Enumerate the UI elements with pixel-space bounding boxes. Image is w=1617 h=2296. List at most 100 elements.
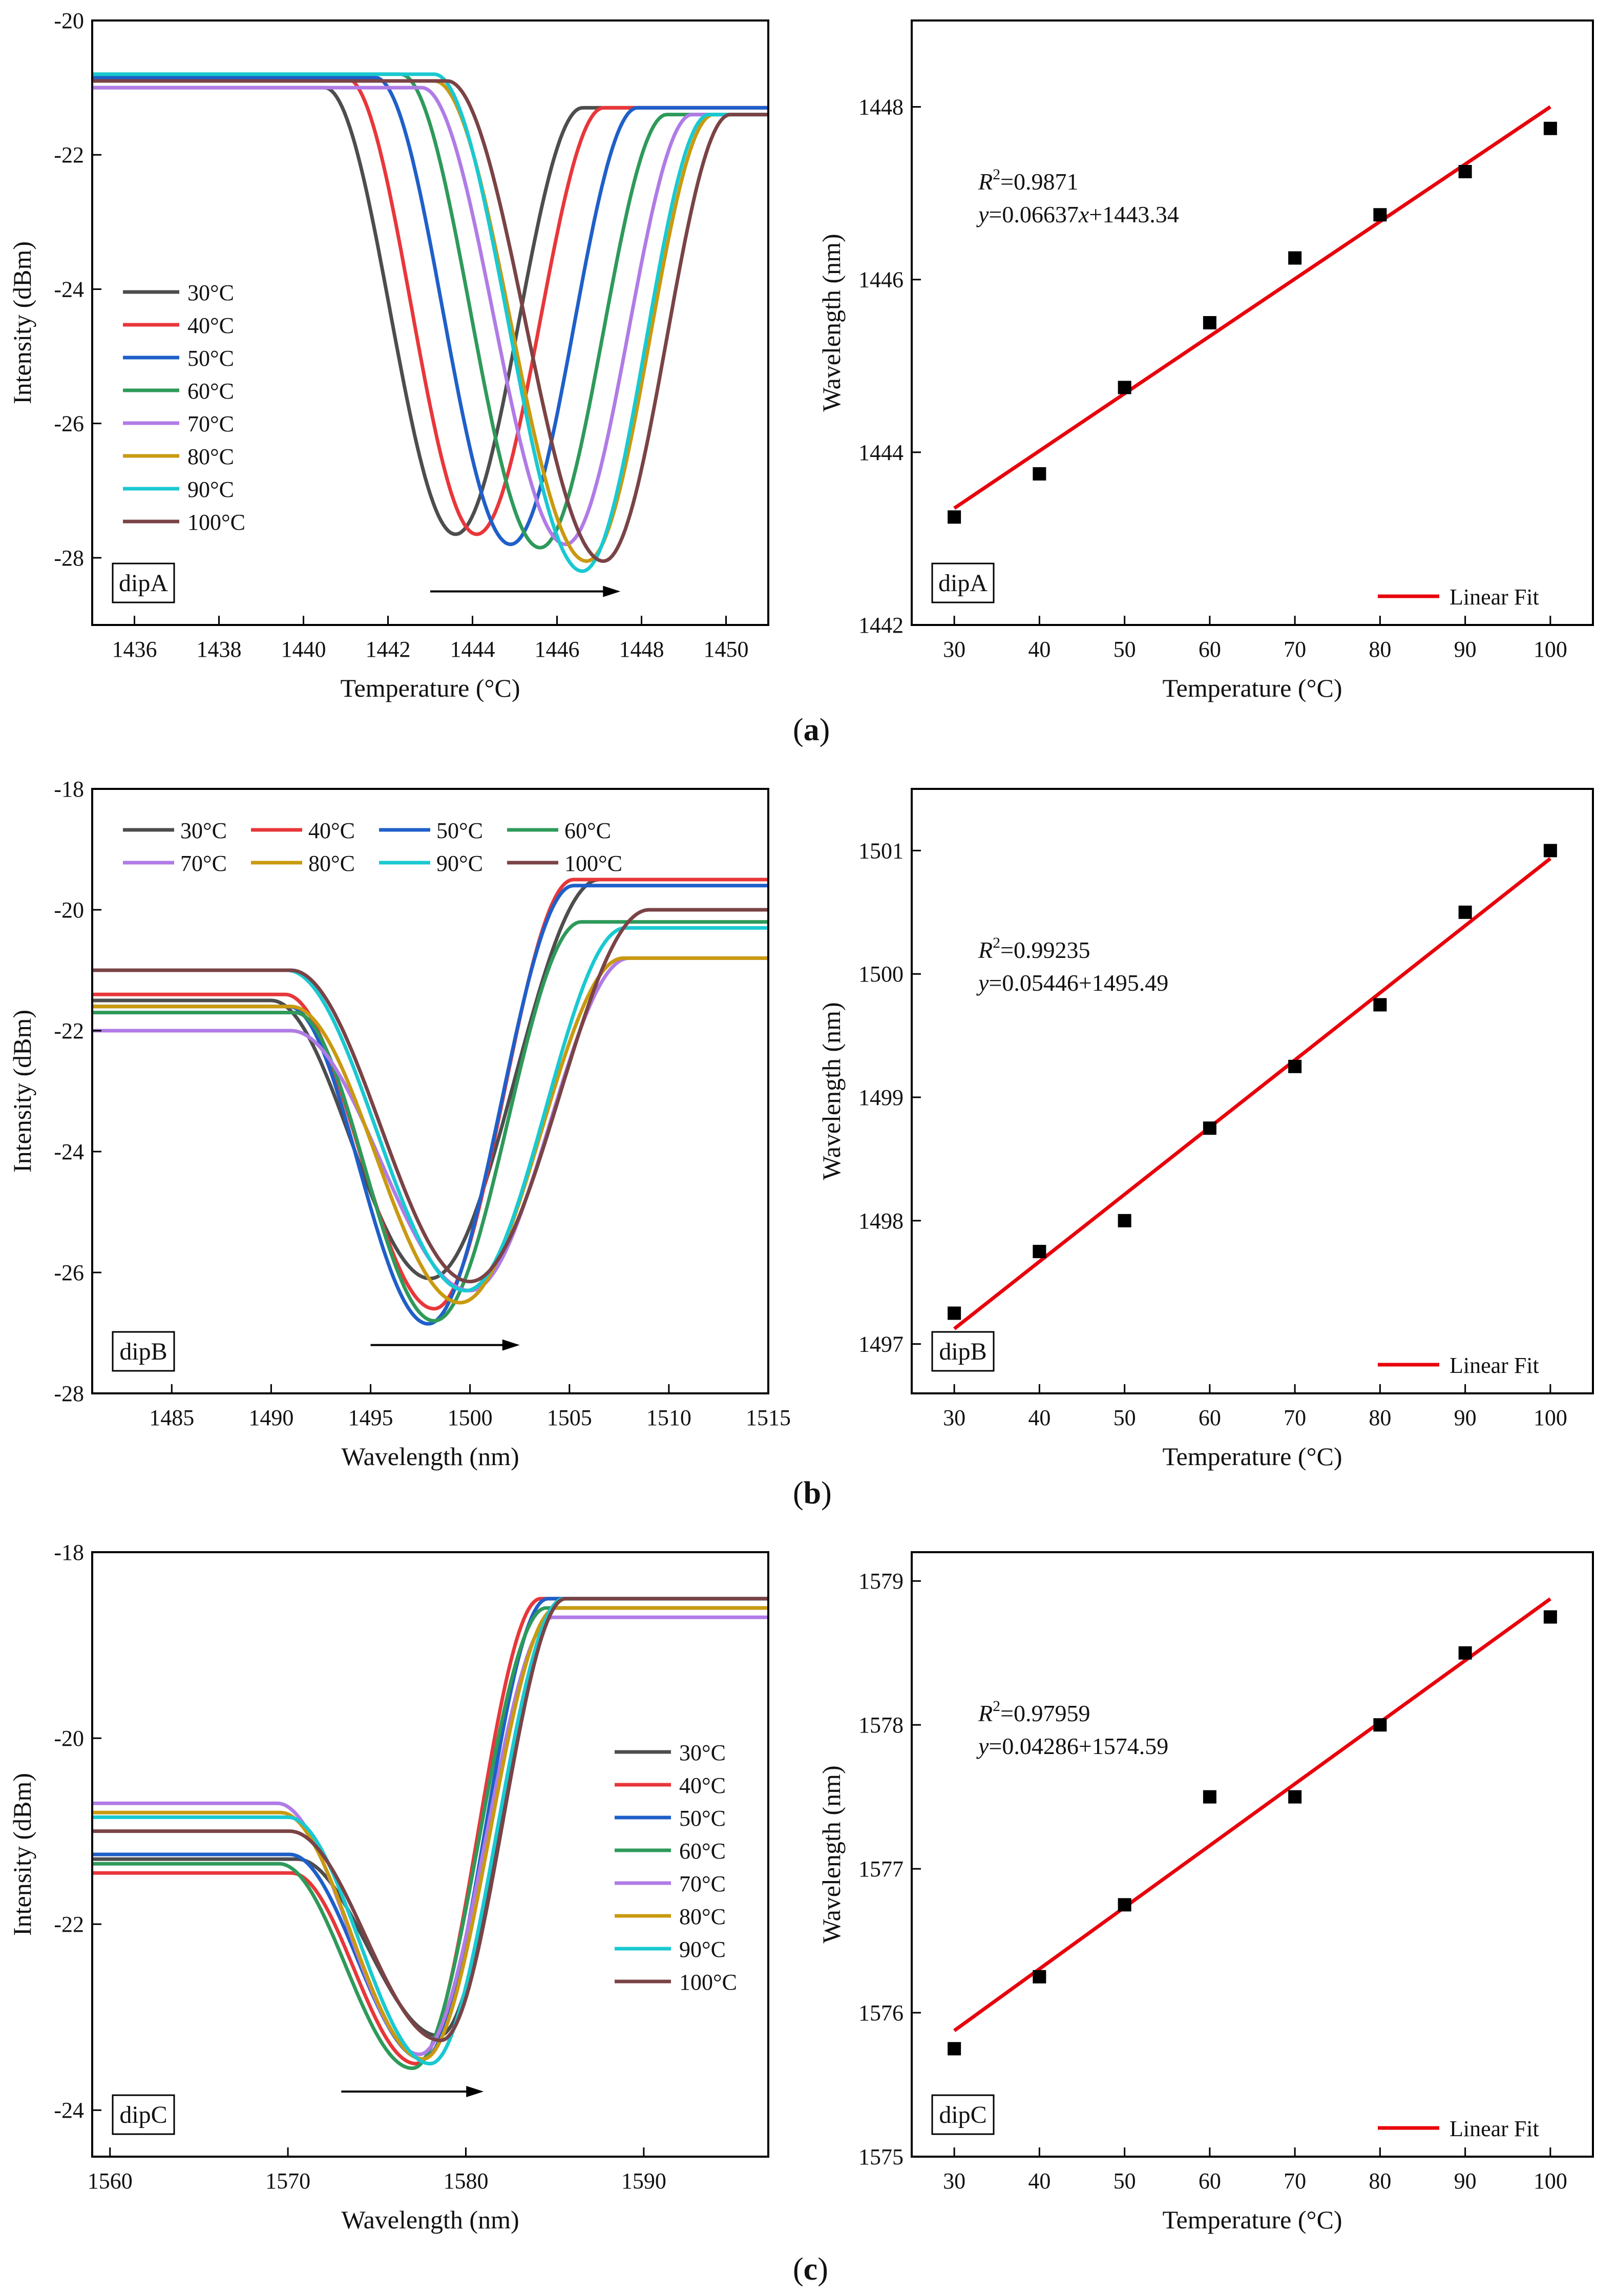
panel-label-close: ): [821, 1476, 832, 1511]
shift-arrow: [370, 1339, 520, 1351]
series-line-90: [92, 926, 768, 1292]
x-tick-label: 40: [1028, 637, 1051, 662]
y-tick-label: 1444: [858, 440, 904, 465]
panel-label-letter: b: [803, 1476, 822, 1511]
panel-label-letter: a: [803, 713, 820, 747]
x-tick-label: 1490: [248, 1405, 293, 1430]
x-tick-label: 1515: [746, 1405, 791, 1430]
legend-label-90: 90°C: [187, 477, 234, 502]
x-tick-label: 1485: [149, 1405, 194, 1430]
legend: Linear Fit: [1378, 2116, 1539, 2141]
series-line-70: [92, 86, 768, 547]
data-point: [1118, 1214, 1131, 1227]
data-point: [1118, 381, 1131, 394]
fit-line: [953, 105, 1551, 510]
legend-label-50: 50°C: [187, 346, 234, 371]
panel-label-open: (: [793, 2252, 804, 2287]
chart-c-spectrum: 1560 1570 1580 1590 -24 -22 -20 -18 Wavelength (…: [8, 1540, 769, 2234]
legend-label-fit: Linear Fit: [1450, 1353, 1539, 1378]
y-tick-label: -18: [54, 777, 84, 802]
series-line-100: [92, 1597, 768, 2042]
y-tick-label: -24: [54, 1139, 84, 1164]
y-tick-label: -22: [54, 1018, 84, 1043]
annotation-box: dipC: [112, 2094, 175, 2135]
axes: 1436 1438 1440 1442 1444 1446 1448 1450 -28 -26 -2…: [8, 8, 769, 702]
series-line-50: [92, 75, 768, 547]
annotation-label: dipB: [119, 1338, 167, 1365]
plot-frame: [911, 19, 1594, 626]
series-line-30: [92, 878, 768, 1281]
arrow-head: [466, 2085, 484, 2097]
data-points: [948, 1610, 1557, 2056]
x-tick-label: 80: [1369, 1405, 1391, 1430]
legend-label-70: 70°C: [187, 411, 234, 436]
data-point: [1203, 1121, 1216, 1135]
x-tick-label: 30: [943, 1405, 965, 1430]
x-tick-label: 40: [1028, 1405, 1051, 1430]
r2-text: R2=0.9871: [978, 166, 1079, 195]
data-point: [1543, 121, 1557, 135]
arrow-head: [603, 586, 621, 597]
series-group: [92, 1597, 768, 2070]
plot-frame: [91, 788, 769, 1394]
legend-label-90: 90°C: [679, 1937, 726, 1962]
panel-label-close: ): [819, 713, 830, 747]
data-point: [948, 510, 961, 524]
legend-label-70: 70°C: [679, 1871, 726, 1896]
x-axis-label: Wavelength (nm): [341, 1442, 519, 1471]
legend-label-30: 30°C: [180, 818, 227, 843]
r2-symbol: R: [978, 1700, 993, 1726]
x-tick-label: 30: [943, 637, 965, 662]
axes: 30 40 50 60 70 80 90 100 1497 1498 1499 1500 1501 Tem…: [817, 788, 1594, 1471]
y-tick-label: -20: [54, 1726, 84, 1751]
data-point: [1458, 1646, 1472, 1660]
data-point: [1373, 1718, 1387, 1732]
y-tick-label: 1577: [858, 1856, 904, 1882]
annotation-box: dipA: [931, 562, 995, 603]
y-tick-label: -26: [54, 1260, 84, 1285]
annotation-box: dipB: [931, 1331, 995, 1372]
y-tick-label: 1446: [858, 267, 904, 293]
y-tick-label: 1498: [858, 1208, 904, 1234]
x-tick-label: 70: [1284, 1405, 1306, 1430]
annotation-frame: [112, 1331, 175, 1372]
series-line-100: [92, 908, 768, 1284]
series-line-100: [92, 79, 768, 563]
legend-label-60: 60°C: [187, 379, 234, 404]
legend-label-70: 70°C: [180, 851, 227, 876]
legend-label-fit: Linear Fit: [1450, 2116, 1539, 2141]
x-tick-label: 1560: [88, 2168, 133, 2194]
y-tick-label: 1442: [858, 613, 904, 638]
r2-superscript: 2: [993, 166, 1000, 183]
series-line-40: [92, 878, 768, 1311]
data-point: [1033, 1970, 1046, 1984]
x-axis-label: Temperature (°C): [1162, 674, 1342, 702]
x-tick-label: 40: [1028, 2168, 1051, 2194]
legend: 30°C 40°C 50°C 60°C 70°C 80°C 90°C 100°C: [615, 1740, 737, 1995]
legend-label-60: 60°C: [564, 818, 611, 843]
data-point: [1203, 316, 1216, 329]
y-tick-label: -20: [54, 897, 84, 923]
x-tick-label: 60: [1199, 637, 1221, 662]
series-line-90: [92, 72, 768, 573]
equation-text: y=0.04286+1574.59: [976, 1733, 1168, 1759]
r2-superscript: 2: [993, 1698, 1000, 1715]
y-tick-label: -28: [54, 1381, 84, 1406]
legend-label-80: 80°C: [679, 1904, 726, 1929]
chart-a-spectrum: 1436 1438 1440 1442 1444 1446 1448 1450 -28 -26 -2…: [8, 8, 769, 702]
shift-arrow: [341, 2085, 484, 2097]
x-tick-label: 1495: [348, 1405, 393, 1430]
data-point: [1033, 1245, 1046, 1259]
x-tick-label: 70: [1284, 637, 1306, 662]
y-tick-label: -26: [54, 411, 84, 436]
axes: 1560 1570 1580 1590 -24 -22 -20 -18 Wavelength (…: [8, 1540, 769, 2234]
legend-label-fit: Linear Fit: [1450, 585, 1539, 610]
series-group: [92, 72, 768, 573]
series-line-60: [92, 1606, 768, 2070]
legend-label-30: 30°C: [679, 1740, 726, 1765]
y-tick-label: -20: [54, 8, 84, 33]
y-axis-label: Wavelength (nm): [817, 234, 846, 411]
eq-intercept: +1443.34: [1089, 201, 1179, 227]
data-point: [1203, 1790, 1216, 1804]
